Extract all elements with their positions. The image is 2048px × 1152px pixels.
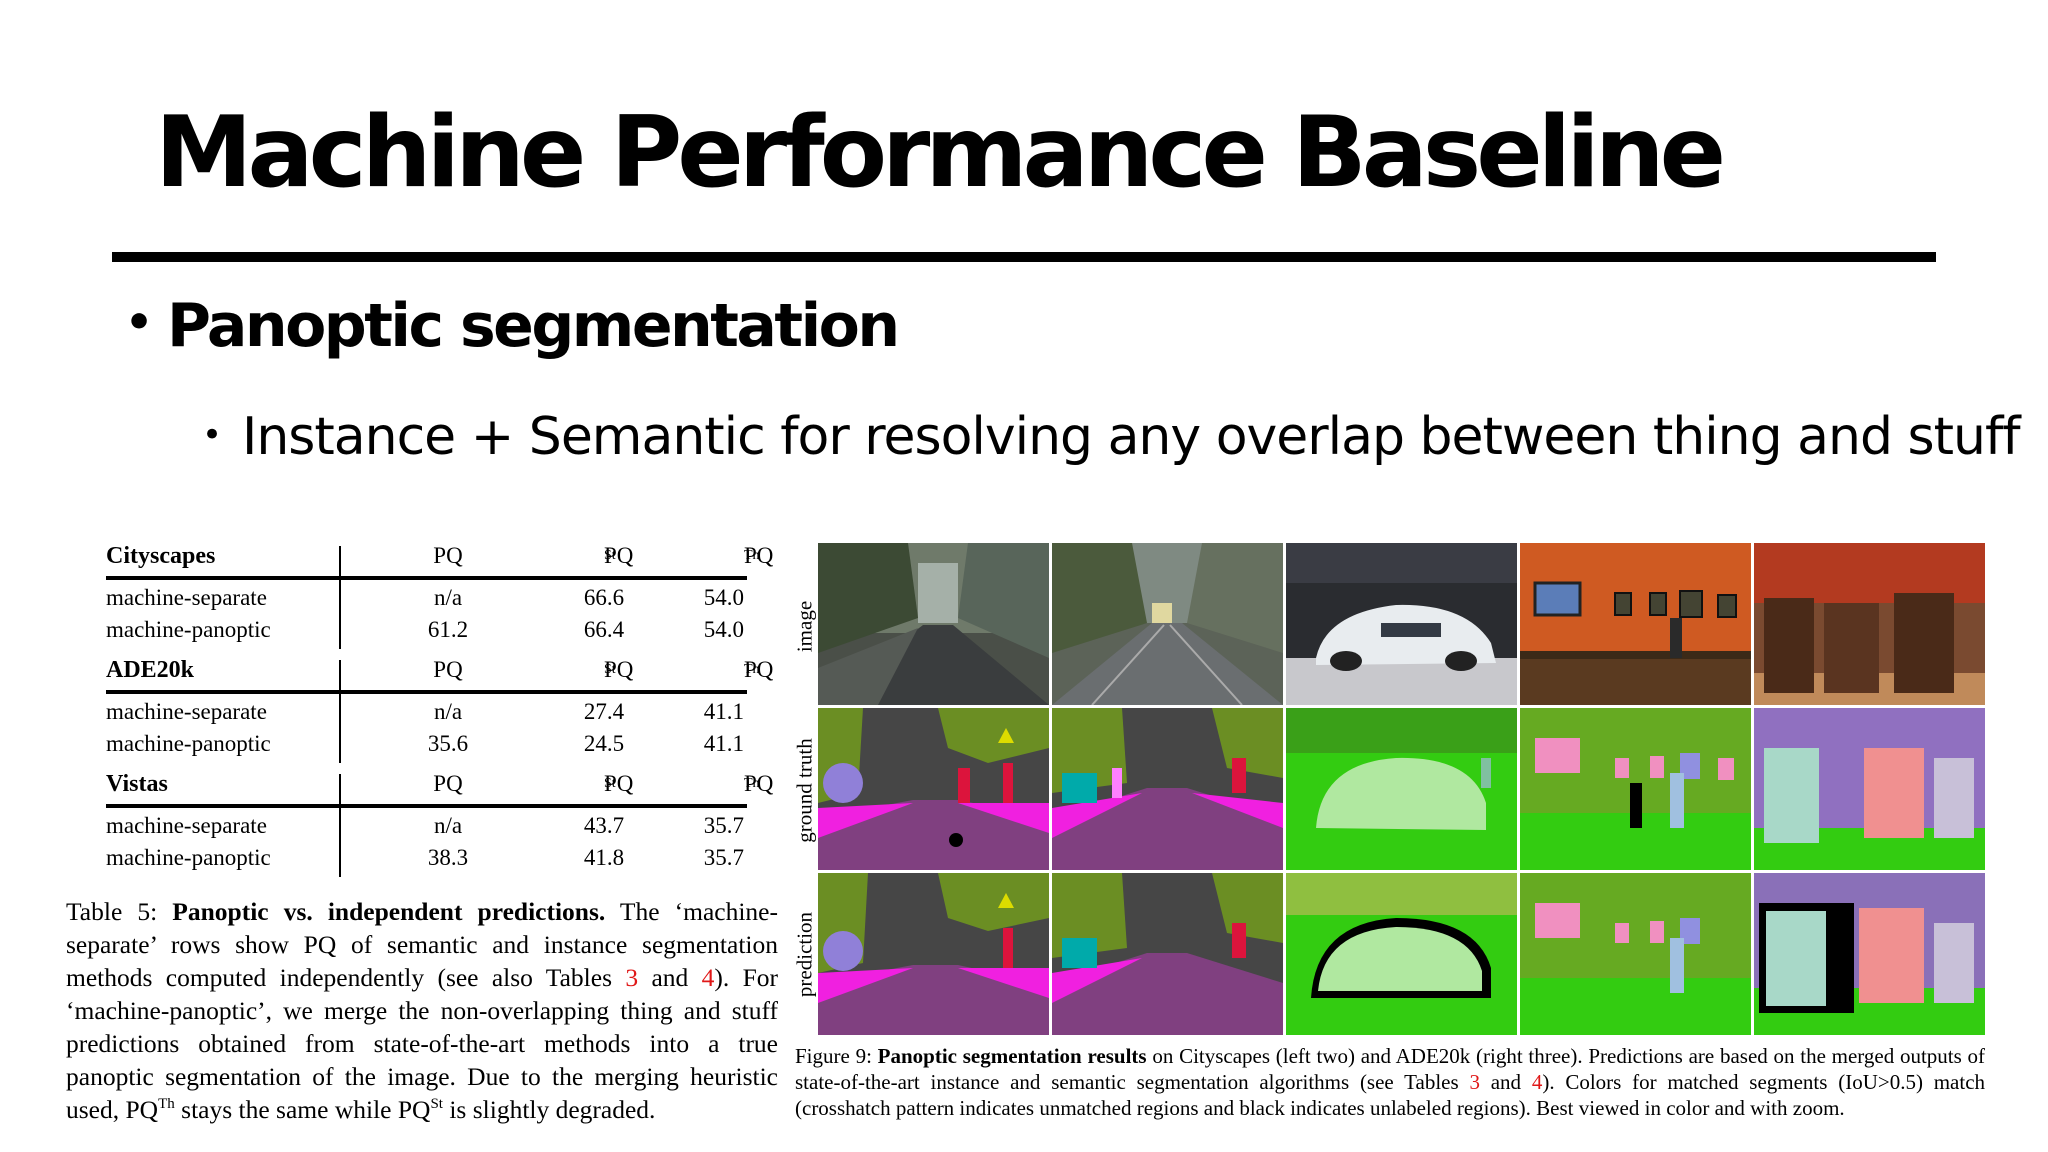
method-cell: machine-separate (106, 585, 267, 610)
caption-label: Figure 9: (795, 1044, 872, 1068)
pq-cell: 35.6 (427, 731, 469, 756)
bullet-dot: • (202, 415, 222, 455)
pq-st-cell: 43.7 (583, 813, 625, 838)
photo-cityscapes-1 (818, 543, 1049, 705)
results-table: Cityscapes PQ PQ St PQ Th machine-separate… (102, 540, 773, 882)
table-row: machine-panoptic 35.6 24.5 41.1 (102, 728, 747, 760)
photo-ade20k-car (1286, 543, 1517, 705)
gt-ade20k-cafe (1754, 708, 1985, 870)
method-cell: machine-panoptic (106, 731, 271, 756)
figure-caption: Figure 9: Panoptic segmentation results … (795, 1044, 1986, 1120)
pq-th-cell: 41.1 (703, 699, 744, 724)
pq-cell: n/a (433, 699, 463, 724)
dataset-name: Vistas (106, 771, 168, 797)
table-ref-link[interactable]: 3 (1469, 1070, 1480, 1094)
pred-cityscapes-1 (818, 873, 1049, 1035)
table-block-vistas: Vistas PQ PQ St PQ Th machine-separate n/a… (102, 768, 773, 882)
pred-ade20k-car (1286, 873, 1517, 1035)
col-pq: PQ (433, 543, 463, 568)
table-ref-link[interactable]: 4 (701, 963, 715, 992)
pq-cell: n/a (433, 585, 463, 610)
table-row: machine-separate n/a 27.4 41.1 (102, 696, 747, 728)
caption-label: Table 5: (66, 897, 158, 926)
row-label-prediction: prediction (792, 911, 817, 998)
pq-cell: 38.3 (427, 845, 469, 870)
table-vertical-rule (339, 774, 341, 877)
table-vertical-rule (339, 660, 341, 763)
table-ref-link[interactable]: 3 (625, 963, 639, 992)
col-pq: PQ (433, 657, 463, 682)
gt-ade20k-room (1520, 708, 1751, 870)
table-rule (106, 576, 747, 580)
caption-text: The ‘machine-separate’ rows show PQ of s… (66, 897, 778, 992)
table-row: machine-panoptic 61.2 66.4 54.0 (102, 614, 747, 646)
table-vertical-rule (339, 546, 341, 649)
photo-cityscapes-2 (1052, 543, 1283, 705)
table-header-row: ADE20k PQ PQ St PQ Th (102, 654, 773, 686)
title-divider (112, 252, 1936, 262)
table-block-ade20k: ADE20k PQ PQ St PQ Th machine-separate n/a… (102, 654, 773, 768)
caption-text: stays the same while PQ (181, 1095, 431, 1124)
sub-bullet-text: Instance + Semantic for resolving any ov… (242, 407, 2021, 467)
pq-cell: n/a (433, 813, 463, 838)
pq-th-cell: 41.1 (703, 731, 744, 756)
photo-ade20k-cafe (1754, 543, 1985, 705)
pq-st-cell: 66.4 (583, 617, 625, 642)
gt-ade20k-car (1286, 708, 1517, 870)
pred-ade20k-cafe (1754, 873, 1985, 1035)
gt-cityscapes-1 (818, 708, 1049, 870)
pq-st-cell: 27.4 (583, 699, 625, 724)
sub-bullet-instance-semantic: • Instance + Semantic for resolving any o… (202, 411, 2021, 463)
pred-ade20k-room (1520, 873, 1751, 1035)
table-header-row: Vistas PQ PQ St PQ Th (102, 768, 773, 800)
dataset-name: ADE20k (106, 657, 195, 683)
table-ref-link[interactable]: 4 (1531, 1070, 1543, 1094)
pq-th-cell: 54.0 (703, 617, 744, 642)
dataset-name: Cityscapes (106, 543, 216, 569)
caption-bold: Panoptic segmentation results (877, 1044, 1147, 1068)
method-cell: machine-panoptic (106, 845, 271, 870)
table-row: machine-separate n/a 66.6 54.0 (102, 582, 747, 614)
pq-th-cell: 54.0 (703, 585, 744, 610)
photo-ade20k-room (1520, 543, 1751, 705)
slide-title: Machine Performance Baseline (155, 96, 1726, 210)
pq-st-cell: 66.6 (583, 585, 625, 610)
pq-st-cell: 41.8 (583, 845, 625, 870)
pq-th-cell: 35.7 (703, 845, 744, 870)
table-block-cityscapes: Cityscapes PQ PQ St PQ Th machine-separate… (102, 540, 773, 654)
table-row: machine-separate n/a 43.7 35.7 (102, 810, 747, 842)
bullet-panoptic-segmentation: • Panoptic segmentation (125, 296, 900, 356)
bullet-text: Panoptic segmentation (167, 291, 900, 361)
table-header-row: Cityscapes PQ PQ St PQ Th (102, 540, 773, 572)
method-cell: machine-panoptic (106, 617, 271, 642)
bullet-dot: • (125, 297, 153, 349)
caption-text: on Cityscapes (left two) and ADE20k (rig… (795, 1044, 1986, 1094)
table-row: machine-panoptic 38.3 41.8 35.7 (102, 842, 747, 874)
col-pq: PQ (433, 771, 463, 796)
pq-st-cell: 24.5 (583, 731, 625, 756)
caption-text: ). For ‘machine-panoptic’, we merge the … (66, 963, 778, 1124)
pq-th-cell: 35.7 (703, 813, 744, 838)
method-cell: machine-separate (106, 813, 267, 838)
gt-cityscapes-2 (1052, 708, 1283, 870)
pred-cityscapes-2 (1052, 873, 1283, 1035)
table-caption: Table 5: Panoptic vs. independent predic… (66, 897, 778, 1124)
table-rule (106, 804, 747, 808)
table-rule (106, 690, 747, 694)
caption-text: ). Colors for matched segments (IoU>0.5)… (795, 1070, 1986, 1120)
method-cell: machine-separate (106, 699, 267, 724)
pq-cell: 61.2 (427, 617, 469, 642)
caption-text: is slightly degraded. (449, 1095, 656, 1124)
caption-bold: Panoptic vs. independent predictions. (172, 897, 606, 926)
